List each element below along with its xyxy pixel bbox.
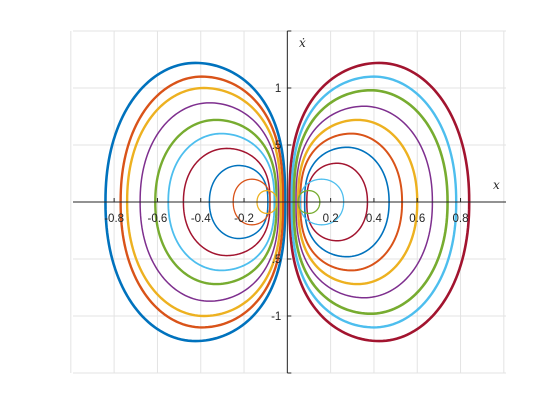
axis-ticks: -0.8 -0.6 -0.4 -0.2 0.2 0.4 0.6 0.8 1 .5 .5 -1 xyxy=(104,30,469,374)
x-tick-label: -0.6 xyxy=(148,213,168,225)
y-tick-label: -1 xyxy=(271,311,281,323)
y-tick-label: .5 xyxy=(272,140,282,152)
x-tick-label: 0.8 xyxy=(453,213,469,225)
y-tick-label: .5 xyxy=(272,254,282,266)
x-tick-label: 0.2 xyxy=(323,213,339,225)
y-axis-label: ẋ xyxy=(299,36,306,50)
x-tick-label: -0.8 xyxy=(104,213,124,225)
x-tick-label: 0.6 xyxy=(409,213,425,225)
x-tick-label: -0.4 xyxy=(191,213,211,225)
x-axis-label: x xyxy=(493,178,500,192)
x-tick-label: -0.2 xyxy=(234,213,254,225)
y-tick-label: 1 xyxy=(275,83,281,95)
x-tick-label: 0.4 xyxy=(366,213,383,225)
